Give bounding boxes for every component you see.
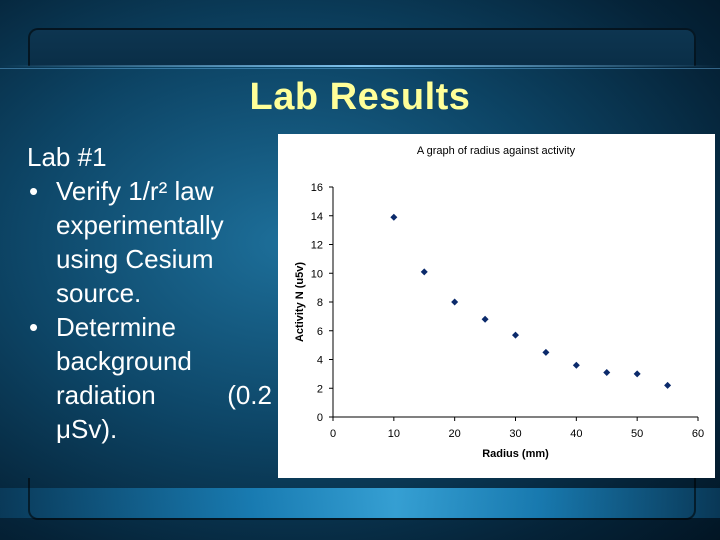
bullet-dot-icon: • (29, 176, 39, 206)
x-tick-label: 20 (449, 428, 461, 440)
y-tick-label: 6 (317, 326, 323, 338)
word: (0.2 (227, 380, 272, 410)
header-divider-shadow (0, 68, 720, 69)
y-tick-label: 2 (317, 383, 323, 395)
footer-band (0, 488, 720, 518)
data-point (664, 381, 672, 389)
data-point (390, 213, 398, 221)
lab-heading: Lab #1 (27, 142, 107, 172)
data-point (451, 298, 459, 306)
top-frame (28, 28, 696, 66)
chart-title: A graph of radius against activity (417, 145, 576, 157)
bullet-line: Verify 1/r² law (56, 176, 214, 206)
axis-ticks: 0 2 4 6 8 10 12 14 16 0 10 20 30 40 50 60 (311, 182, 704, 440)
bullet-line: experimentally (56, 210, 224, 240)
slide-body: Lab #1 • Verify 1/r² law experimentally … (27, 140, 272, 446)
bullet-item: • Determine background radiation (0.2 μSv… (27, 310, 272, 446)
bullet-item: • Verify 1/r² law experimentally using C… (27, 174, 272, 310)
data-point (481, 315, 489, 323)
y-tick-label: 14 (311, 211, 323, 223)
chart-panel: A graph of radius against activity 0 2 4 6 8… (278, 134, 715, 478)
x-tick-label: 40 (570, 428, 582, 440)
y-tick-label: 12 (311, 240, 323, 252)
data-points (390, 213, 672, 389)
word: radiation (56, 380, 156, 410)
y-tick-label: 0 (317, 412, 323, 424)
x-tick-label: 60 (692, 428, 704, 440)
y-axis-label: Activity N (u5v) (294, 262, 306, 342)
data-point (512, 331, 519, 339)
data-point (572, 361, 580, 369)
bullet-dot-icon: • (29, 312, 39, 342)
data-point (633, 370, 641, 378)
scatter-chart: A graph of radius against activity 0 2 4 6 8… (294, 145, 704, 460)
x-tick-label: 30 (509, 428, 521, 440)
slide-title: Lab Results (249, 76, 471, 118)
bullet-line: source. (56, 278, 142, 308)
x-axis-label: Radius (mm) (482, 448, 549, 460)
y-tick-label: 8 (317, 297, 323, 309)
bullet-line: radiation (0.2 (56, 378, 272, 412)
header-divider (0, 65, 720, 67)
x-tick-label: 10 (388, 428, 400, 440)
y-tick-label: 10 (311, 268, 323, 280)
data-point (420, 268, 428, 276)
data-point (603, 368, 611, 376)
y-tick-label: 4 (317, 355, 323, 367)
bullet-line: μSv). (56, 414, 118, 444)
bullet-line: using Cesium (56, 244, 214, 274)
bullet-line: Determine (56, 312, 176, 342)
bottom-frame (28, 478, 696, 520)
bullet-line: background (56, 346, 192, 376)
x-tick-label: 0 (330, 428, 336, 440)
y-tick-label: 16 (311, 182, 323, 194)
data-point (542, 348, 550, 356)
x-tick-label: 50 (631, 428, 643, 440)
